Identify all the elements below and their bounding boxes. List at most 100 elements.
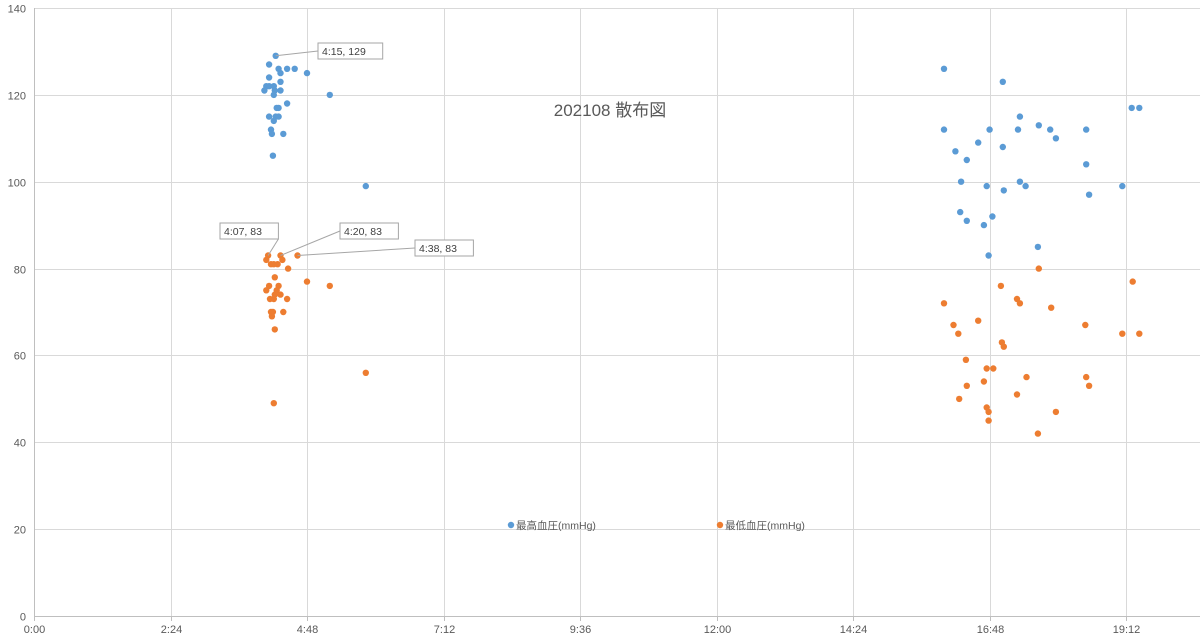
y-tick-label: 80 <box>14 265 26 277</box>
systolic-point <box>1085 191 1093 198</box>
systolic-point <box>1022 182 1029 190</box>
systolic-point <box>983 182 990 190</box>
systolic-point <box>277 78 284 86</box>
chart-title: 202108 散布図 <box>554 101 666 120</box>
systolic-point <box>283 65 291 73</box>
diastolic-point <box>362 369 369 376</box>
diastolic-point <box>1000 343 1007 350</box>
y-tick-label: 60 <box>14 351 26 363</box>
diastolic-point <box>980 378 988 385</box>
systolic-point <box>1052 135 1060 142</box>
diastolic-point <box>277 291 284 298</box>
diastolic-point <box>284 265 292 272</box>
systolic-point <box>1014 126 1022 133</box>
diastolic-point <box>997 282 1005 290</box>
diastolic-point <box>975 317 982 324</box>
diastolic-point <box>1035 265 1043 272</box>
diastolic-point <box>265 282 273 290</box>
systolic-point <box>291 65 298 73</box>
legend-label: 最低血圧(mmHg) <box>725 519 805 532</box>
diastolic-point <box>1136 330 1143 337</box>
diastolic-point <box>1013 391 1021 398</box>
diastolic-point <box>1052 408 1060 416</box>
diastolic-point <box>270 400 277 407</box>
legend: 最高血圧(mmHg) 最低血圧(mmHg) <box>507 519 805 532</box>
diastolic-point <box>990 365 997 372</box>
x-tick-label: 12:00 <box>704 624 732 636</box>
diastolic-point <box>1034 430 1042 437</box>
systolic-point <box>265 83 273 90</box>
callout-leader <box>280 230 341 256</box>
systolic-point <box>1000 187 1007 194</box>
systolic-point <box>1016 113 1024 120</box>
systolic-point <box>269 152 277 159</box>
y-tick-label: 0 <box>20 612 26 624</box>
y-tick-label: 100 <box>8 178 26 190</box>
systolic-point <box>989 213 996 220</box>
data-points <box>261 52 1143 437</box>
systolic-point <box>277 69 284 77</box>
diastolic-point <box>1083 373 1090 381</box>
systolic-point <box>1016 178 1024 185</box>
callout-leader <box>275 50 319 57</box>
y-tick-label: 120 <box>8 91 26 103</box>
data-callouts: 4:15, 129 4:07, 83 4:20, 83 4:38, 83 <box>219 42 474 257</box>
callout-leader <box>267 238 279 256</box>
diastolic-point <box>1119 330 1126 337</box>
diastolic-point <box>1129 278 1136 285</box>
diastolic-point <box>983 365 990 372</box>
diastolic-point <box>280 308 287 316</box>
callout-box <box>219 222 279 240</box>
diastolic-point <box>274 261 281 268</box>
legend-marker <box>716 521 724 529</box>
y-tick-label: 40 <box>14 438 26 450</box>
legend-label: 最高血圧(mmHg) <box>516 519 596 532</box>
y-tick-label: 140 <box>8 4 26 16</box>
x-tick-label: 14:24 <box>840 624 868 636</box>
systolic-point <box>952 148 959 155</box>
diastolic-point <box>950 321 957 329</box>
diastolic-point <box>1023 373 1030 381</box>
systolic-point <box>940 126 948 133</box>
systolic-point <box>999 78 1006 86</box>
systolic-point <box>986 126 993 133</box>
callout-label: 4:38, 83 <box>419 243 457 255</box>
diastolic-point <box>1085 382 1093 389</box>
diastolic-point <box>326 282 333 290</box>
y-tick-label: 20 <box>14 525 26 537</box>
x-tick-label: 0:00 <box>24 624 45 636</box>
systolic-point <box>265 74 273 81</box>
callout-label: 4:07, 83 <box>224 226 262 238</box>
diastolic-point <box>271 274 278 281</box>
systolic-point <box>261 87 268 94</box>
diastolic-point <box>963 382 970 389</box>
systolic-point <box>1034 243 1042 251</box>
systolic-point <box>270 91 277 99</box>
systolic-point <box>265 61 273 68</box>
diastolic-point <box>985 417 992 424</box>
systolic-point <box>1035 122 1043 129</box>
systolic-point <box>268 130 276 138</box>
systolic-point <box>980 221 988 229</box>
callout-leader <box>297 247 416 256</box>
callout-label: 4:20, 83 <box>344 226 382 238</box>
systolic-point <box>1119 182 1126 190</box>
x-tick-label: 4:48 <box>297 624 318 636</box>
systolic-point <box>1083 161 1090 168</box>
diastolic-point <box>956 395 963 403</box>
systolic-point <box>975 139 982 146</box>
systolic-point <box>1047 126 1054 133</box>
x-tick-label: 2:24 <box>161 624 182 636</box>
systolic-point <box>963 156 970 164</box>
systolic-point <box>277 87 284 94</box>
diastolic-point <box>1082 321 1089 329</box>
systolic-point <box>940 65 948 73</box>
systolic-point <box>275 113 282 120</box>
systolic-point <box>283 100 291 107</box>
systolic-point <box>1136 104 1143 112</box>
systolic-point <box>963 217 970 224</box>
diastolic-point <box>268 313 276 320</box>
diastolic-point <box>940 300 948 307</box>
x-tick-label: 7:12 <box>434 624 455 636</box>
